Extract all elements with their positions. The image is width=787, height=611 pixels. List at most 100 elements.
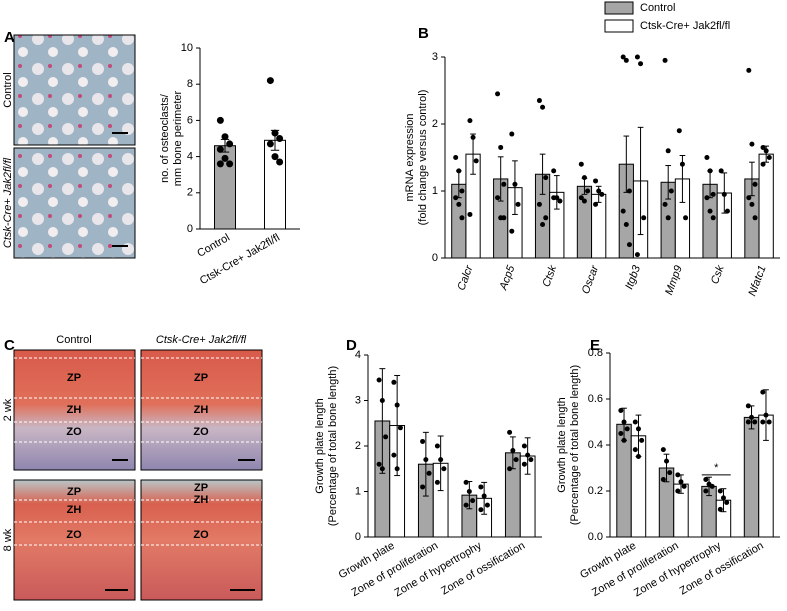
data-point [276,158,284,166]
y-axis-label: (Percentage of total bone length) [569,365,581,525]
data-point [543,175,549,181]
data-point [463,479,469,485]
y-tick-label: 0.8 [588,347,603,359]
data-point [752,181,758,187]
data-point [391,379,397,385]
data-point [473,158,479,164]
data-point [707,168,713,174]
row-label: 8 wk [2,528,14,551]
data-point [383,434,389,440]
data-point [525,452,531,458]
data-point [509,228,515,234]
data-point [507,429,513,435]
data-point [745,419,751,425]
x-tick-label: Mmp9 [663,264,685,297]
data-point [746,67,752,73]
panel-label: C [4,337,15,354]
y-axis-label: mRNA expression [404,113,416,201]
y-axis-label: (Percentage of total bone length) [327,366,339,526]
data-point [226,160,234,168]
zone-label: ZP [67,372,81,384]
data-point [678,479,684,485]
data-point [528,457,534,463]
data-point [709,483,715,489]
data-point [621,419,627,425]
data-point [718,168,724,174]
zone-label: ZO [66,529,82,541]
data-point [766,419,772,425]
data-point [438,457,444,463]
y-tick-label: 0.2 [588,485,603,497]
data-point [470,498,476,504]
data-point [752,419,758,425]
y-tick-label: 0 [187,223,193,235]
data-point [379,466,385,472]
panel-label: A [4,29,15,46]
data-point [536,201,542,207]
annotation: * [714,462,719,474]
panel-label: E [590,337,600,354]
x-tick-label: Itgb3 [623,263,643,291]
y-tick-label: 0.6 [588,393,603,405]
y-tick-label: 3 [355,394,361,406]
data-point [512,181,518,187]
y-tick-label: 0.0 [588,531,603,543]
data-point [717,506,723,512]
row-label: 2 wk [2,398,14,421]
data-point [639,437,645,443]
data-point [581,198,587,204]
data-point [710,191,716,197]
data-point [216,116,224,124]
data-point [540,104,546,110]
y-tick-label: 3 [432,51,438,63]
data-point [638,61,644,67]
zone-label: ZO [193,426,209,438]
data-point [634,252,640,258]
data-point [710,215,716,221]
data-point [510,448,516,454]
data-point [620,208,626,214]
data-point [453,195,459,201]
data-point [466,489,472,494]
data-point [618,408,624,413]
micrographs [13,34,263,601]
micrograph [13,34,136,146]
data-point [540,222,546,227]
y-tick-label: 2 [187,187,193,199]
panel-label: B [418,25,429,42]
x-tick-label: Acp5 [497,263,517,292]
data-point [376,377,382,383]
data-point [641,215,647,221]
data-point [676,128,682,134]
data-point [271,129,279,137]
data-point [271,153,279,161]
data-point [662,57,668,63]
data-point [470,134,476,140]
y-tick-label: 2 [355,440,361,452]
data-point [456,168,462,174]
data-point [495,195,501,201]
bar [758,153,774,259]
data-point [394,402,400,408]
y-tick-label: 2 [432,118,438,130]
zone-label: ZO [193,529,209,541]
data-point [221,154,229,162]
y-axis-label: (fold change versus control) [417,90,429,226]
row-label: Control [2,72,14,107]
data-point [760,144,766,150]
x-tick-label: Calcr [455,263,476,292]
data-point [668,188,674,194]
micrograph [13,349,136,471]
zone-label: ZP [194,372,208,384]
y-tick-label: 0 [355,531,361,543]
data-point [521,443,527,449]
zone-label: ZH [67,404,82,416]
data-point [498,144,504,150]
y-tick-label: 6 [187,114,193,126]
legend-swatch [604,19,634,33]
data-point [536,98,542,104]
col-label: Ctsk-Cre+ Jak2fl/fl [156,334,247,346]
data-point [704,155,710,160]
data-point [543,215,549,221]
